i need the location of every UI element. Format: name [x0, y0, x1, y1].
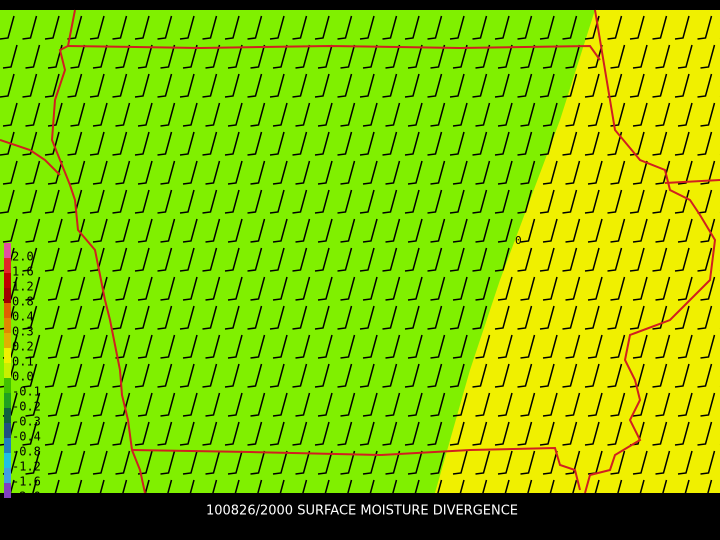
border [0, 139, 61, 176]
caption-bar [0, 493, 720, 540]
border [664, 179, 720, 184]
legend-label: 0.8 [12, 295, 34, 309]
legend-label: 1.6 [12, 265, 34, 279]
legend-label: -0.8 [12, 445, 41, 459]
legend-label: 0.3 [12, 325, 34, 339]
legend-swatch [4, 483, 11, 498]
legend-swatch [4, 423, 11, 438]
legend-swatch [4, 303, 11, 318]
legend-swatch [4, 408, 11, 423]
legend: 2.01.61.20.80.40.30.20.10.0-0.1-0.2-0.3-… [4, 243, 41, 504]
legend-label: 0.0 [12, 370, 34, 384]
legend-label: -2.0 [12, 490, 41, 504]
legend-swatch [4, 288, 11, 303]
contour-label: 0 [515, 234, 522, 247]
legend-label: -1.6 [12, 475, 41, 489]
legend-label: 1.2 [12, 280, 34, 294]
legend-swatch [4, 468, 11, 483]
legend-swatch [4, 348, 11, 363]
border [131, 446, 581, 491]
border [67, 44, 601, 61]
legend-label: -0.1 [12, 385, 41, 399]
legend-swatch [4, 438, 11, 453]
legend-swatch [4, 258, 11, 273]
border [584, 9, 717, 494]
legend-label: -1.2 [12, 460, 41, 474]
legend-swatch [4, 393, 11, 408]
caption: 100826/2000 SURFACE MOISTURE DIVERGENCE [206, 504, 518, 519]
legend-swatch [4, 243, 11, 258]
barb-field [0, 15, 720, 504]
legend-label: -0.2 [12, 400, 41, 414]
legend-swatch [4, 453, 11, 468]
legend-swatch [4, 378, 11, 393]
legend-swatch [4, 333, 11, 348]
state-borders [0, 9, 720, 494]
legend-label: 2.0 [12, 250, 34, 264]
wind-barbs [0, 15, 720, 504]
legend-swatch [4, 318, 11, 333]
legend-label: -0.4 [12, 430, 41, 444]
legend-label: 0.2 [12, 340, 34, 354]
legend-label: 0.4 [12, 310, 34, 324]
negative-region [0, 10, 595, 493]
legend-swatch [4, 363, 11, 378]
legend-label: -0.3 [12, 415, 41, 429]
legend-label: 0.1 [12, 355, 34, 369]
legend-swatch [4, 273, 11, 288]
border [50, 9, 146, 494]
